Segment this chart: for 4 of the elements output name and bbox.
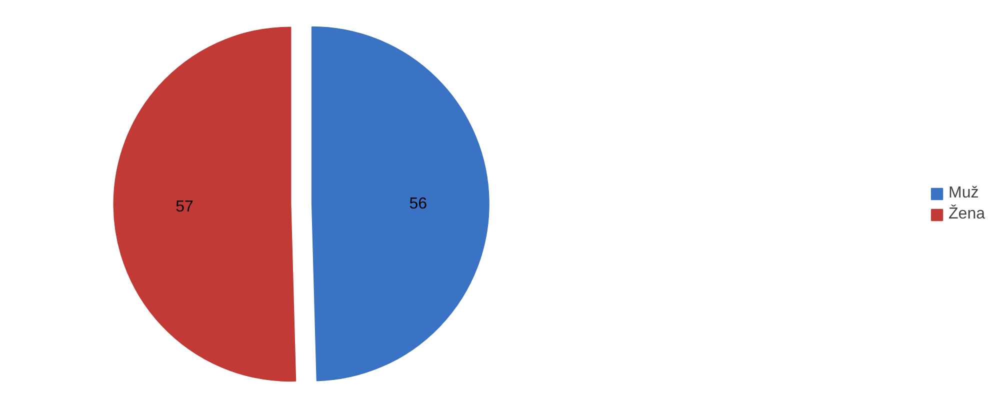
- data-label: 56: [409, 195, 428, 212]
- data-label: 57: [176, 198, 194, 216]
- legend-label: Muž: [948, 184, 979, 202]
- legend-label: Žena: [948, 205, 985, 223]
